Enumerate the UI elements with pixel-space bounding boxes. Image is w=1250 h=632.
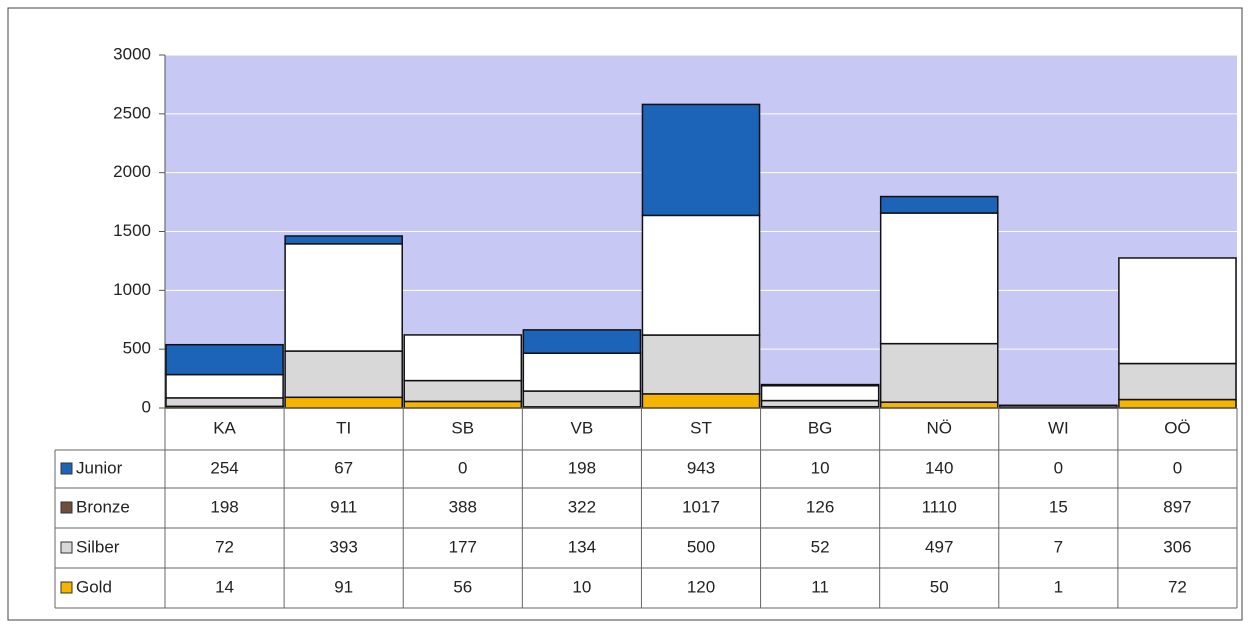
y-tick-label: 2500	[113, 103, 151, 122]
x-tick-label: WI	[1048, 418, 1069, 437]
table-value: 1017	[682, 497, 720, 516]
table-value: 254	[210, 458, 238, 477]
table-value: 11	[811, 577, 829, 596]
bar-segment	[1119, 364, 1236, 400]
table-value: 393	[329, 537, 357, 556]
bar-segment	[881, 213, 998, 344]
legend-marker	[61, 582, 72, 593]
bar-segment	[881, 197, 998, 213]
table-value: 72	[215, 537, 234, 556]
table-value: 388	[449, 497, 477, 516]
y-tick-label: 2000	[113, 162, 151, 181]
bar-segment	[523, 353, 640, 391]
bar-segment	[881, 344, 998, 402]
table-value: 134	[568, 537, 596, 556]
bar-segment	[1119, 258, 1236, 364]
legend-label: Junior	[76, 458, 123, 477]
x-tick-label: TI	[336, 418, 351, 437]
table-value: 120	[687, 577, 715, 596]
table-value: 14	[215, 577, 234, 596]
table-value: 50	[930, 577, 949, 596]
table-value: 177	[449, 537, 477, 556]
table-value: 0	[1173, 458, 1182, 477]
bar-segment	[404, 401, 521, 408]
x-tick-label: VB	[571, 418, 594, 437]
bar-segment	[762, 401, 879, 407]
bar-segment	[1119, 400, 1236, 408]
legend-label: Gold	[76, 577, 112, 596]
table-value: 67	[334, 458, 353, 477]
table-value: 56	[453, 577, 472, 596]
bar-segment	[762, 386, 879, 401]
y-tick-label: 3000	[113, 44, 151, 63]
bar-segment	[285, 244, 402, 351]
x-tick-label: BG	[808, 418, 833, 437]
table-value: 897	[1163, 497, 1191, 516]
bar-segment	[642, 394, 759, 408]
bar-segment	[166, 345, 283, 375]
legend-marker	[61, 542, 72, 553]
bar-segment	[404, 381, 521, 402]
table-value: 322	[568, 497, 596, 516]
table-value: 0	[1054, 458, 1063, 477]
table-value: 500	[687, 537, 715, 556]
x-tick-label: SB	[451, 418, 474, 437]
table-value: 198	[210, 497, 238, 516]
bar-segment	[881, 402, 998, 408]
table-value: 497	[925, 537, 953, 556]
bar-segment	[166, 398, 283, 406]
bar-segment	[642, 215, 759, 335]
table-value: 1	[1054, 577, 1063, 596]
table-value: 943	[687, 458, 715, 477]
table-value: 15	[1049, 497, 1068, 516]
table-value: 140	[925, 458, 953, 477]
bar-segment	[404, 335, 521, 381]
x-tick-label: OÖ	[1164, 418, 1190, 437]
legend-marker	[61, 502, 72, 513]
bar-segment	[166, 375, 283, 398]
x-tick-label: ST	[690, 418, 712, 437]
y-tick-label: 0	[142, 397, 151, 416]
bar-segment	[642, 104, 759, 215]
table-value: 91	[334, 577, 353, 596]
bar-segment	[285, 236, 402, 244]
table-value: 10	[811, 458, 830, 477]
x-tick-label: NÖ	[926, 418, 952, 437]
bar-segment	[762, 385, 879, 386]
legend-label: Silber	[76, 537, 120, 556]
bar-segment	[1000, 405, 1117, 407]
table-value: 10	[572, 577, 591, 596]
y-tick-label: 1000	[113, 280, 151, 299]
table-value: 72	[1168, 577, 1187, 596]
legend-label: Bronze	[76, 497, 130, 516]
y-tick-label: 500	[123, 339, 151, 358]
table-value: 52	[811, 537, 830, 556]
table-value: 306	[1163, 537, 1191, 556]
bar-segment	[285, 351, 402, 397]
table-value: 0	[458, 458, 467, 477]
y-tick-label: 1500	[113, 221, 151, 240]
bar-segment	[523, 391, 640, 407]
bar-segment	[523, 330, 640, 353]
x-tick-label: KA	[213, 418, 236, 437]
bar-segment	[285, 397, 402, 408]
table-value: 126	[806, 497, 834, 516]
table-value: 7	[1054, 537, 1063, 556]
table-value: 198	[568, 458, 596, 477]
bar-segment	[642, 335, 759, 394]
legend-marker	[61, 463, 72, 474]
table-value: 911	[330, 497, 357, 516]
table-value: 1110	[922, 497, 957, 516]
